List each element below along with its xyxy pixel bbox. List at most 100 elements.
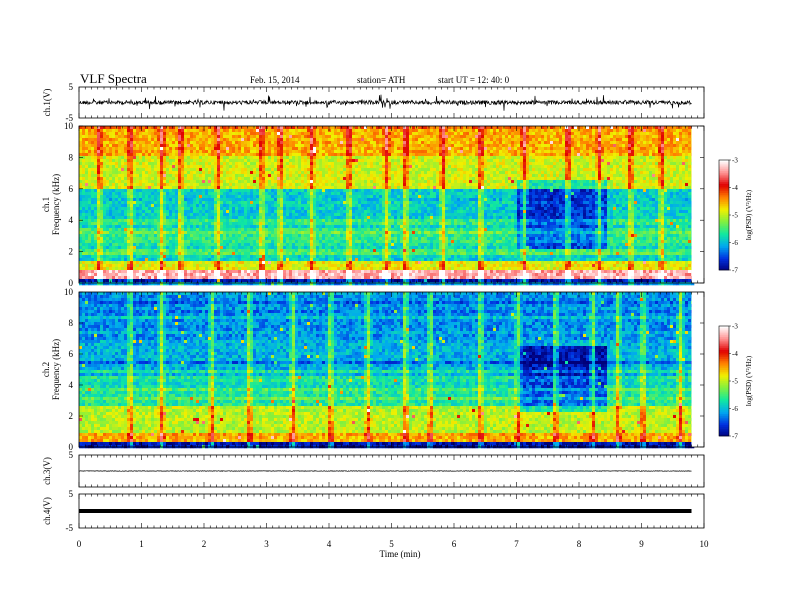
spectrogram-cell	[322, 192, 326, 196]
spectrogram-cell	[148, 138, 152, 142]
spectrogram-cell	[616, 141, 620, 145]
spectrogram-cell	[589, 180, 593, 184]
spectrogram-cell	[205, 156, 209, 160]
spectrogram-cell	[244, 135, 248, 139]
spectrogram-cell	[586, 192, 590, 196]
spectrogram-cell	[106, 171, 110, 175]
spectrogram-cell	[586, 138, 590, 142]
spectrogram-cell	[256, 141, 260, 145]
spectrogram-cell	[445, 162, 449, 166]
spectrogram-cell	[97, 126, 101, 130]
spectrogram-cell	[637, 132, 641, 136]
spectrogram-cell	[670, 177, 674, 181]
spectrogram-cell	[313, 189, 317, 193]
spectrogram-cell	[358, 156, 362, 160]
spectrogram-cell	[316, 159, 320, 163]
spectrogram-cell	[238, 129, 242, 133]
spectrogram-cell	[403, 165, 407, 169]
spectrogram-cell	[472, 138, 476, 142]
spectrogram-cell	[490, 141, 494, 145]
spectrogram-cell	[475, 156, 479, 160]
spectrogram-cell	[289, 186, 293, 190]
spectrogram-cell	[667, 147, 671, 151]
spectrogram-cell	[406, 129, 410, 133]
spectrogram-cell	[229, 132, 233, 136]
spectrogram-cell	[568, 180, 572, 184]
spectrogram-cell	[646, 165, 650, 169]
spectrogram-cell	[196, 171, 200, 175]
spectrogram-cell	[472, 150, 476, 154]
spectrogram-cell	[589, 126, 593, 130]
spectrogram-cell	[601, 129, 605, 133]
spectrogram-cell	[571, 177, 575, 181]
spectrogram-cell	[541, 186, 545, 190]
spectrogram-cell	[115, 147, 119, 151]
spectrogram-cell	[388, 144, 392, 148]
spectrogram-cell	[241, 168, 245, 172]
spectrogram-cell	[556, 138, 560, 142]
spectrogram-cell	[193, 150, 197, 154]
spectrogram-cell	[121, 174, 125, 178]
spectrogram-cell	[148, 162, 152, 166]
spectrogram-cell	[79, 144, 83, 148]
spectrogram-cell	[508, 147, 512, 151]
spectrogram-cell	[109, 156, 113, 160]
spectrogram-cell	[358, 132, 362, 136]
spectrogram-cell	[565, 192, 569, 196]
y-axis-label: ch.1(V)	[42, 89, 52, 117]
spectrogram-cell	[187, 165, 191, 169]
spectrogram-cell	[82, 150, 86, 154]
spectrogram-cell	[226, 189, 230, 193]
spectrogram-cell	[406, 150, 410, 154]
spectrogram-cell	[685, 126, 689, 130]
spectrogram-cell	[436, 138, 440, 142]
spectrogram-cell	[622, 180, 626, 184]
spectrogram-cell	[661, 159, 665, 163]
spectrogram-cell	[463, 150, 467, 154]
spectrogram-cell	[625, 189, 629, 193]
spectrogram-cell	[688, 174, 692, 178]
spectrogram-cell	[565, 144, 569, 148]
spectrogram-cell	[604, 186, 608, 190]
spectrogram-cell	[649, 180, 653, 184]
spectrogram-cell	[346, 129, 350, 133]
spectrogram-cell	[106, 162, 110, 166]
spectrogram-cell	[433, 126, 437, 130]
spectrogram-cell	[502, 150, 506, 154]
spectrogram-cell	[139, 156, 143, 160]
spectrogram-cell	[430, 189, 434, 193]
spectrogram-cell	[256, 135, 260, 139]
spectrogram-cell	[229, 129, 233, 133]
spectrogram-cell	[538, 150, 542, 154]
spectrogram-cell	[409, 135, 413, 139]
spectrogram-cell	[91, 144, 95, 148]
spectrogram-cell	[391, 165, 395, 169]
spectrogram-cell	[604, 129, 608, 133]
spectrogram-cell	[157, 159, 161, 163]
spectrogram-cell	[604, 147, 608, 151]
spectrogram-cell	[178, 126, 182, 130]
spectrogram-cell	[94, 174, 98, 178]
spectrogram-cell	[280, 150, 284, 154]
spectrogram-cell	[295, 135, 299, 139]
spectrogram-cell	[256, 195, 260, 199]
spectrogram-cell	[574, 129, 578, 133]
spectrogram-cell	[103, 195, 107, 199]
spectrogram-cell	[685, 171, 689, 175]
spectrogram-cell	[211, 147, 215, 151]
spectrogram-cell	[142, 132, 146, 136]
spectrogram-cell	[88, 174, 92, 178]
spectrogram-cell	[196, 183, 200, 187]
spectrogram-cell	[322, 135, 326, 139]
spectrogram-cell	[661, 174, 665, 178]
spectrogram-cell	[103, 189, 107, 193]
spectrogram-cell	[349, 141, 353, 145]
spectrogram-cell	[526, 177, 530, 181]
spectrogram-cell	[643, 147, 647, 151]
spectrogram-cell	[595, 177, 599, 181]
spectrogram-cell	[148, 132, 152, 136]
spectrogram-cell	[223, 162, 227, 166]
spectrogram-cell	[226, 150, 230, 154]
spectrogram-cell	[142, 183, 146, 187]
spectrogram-cell	[406, 168, 410, 172]
